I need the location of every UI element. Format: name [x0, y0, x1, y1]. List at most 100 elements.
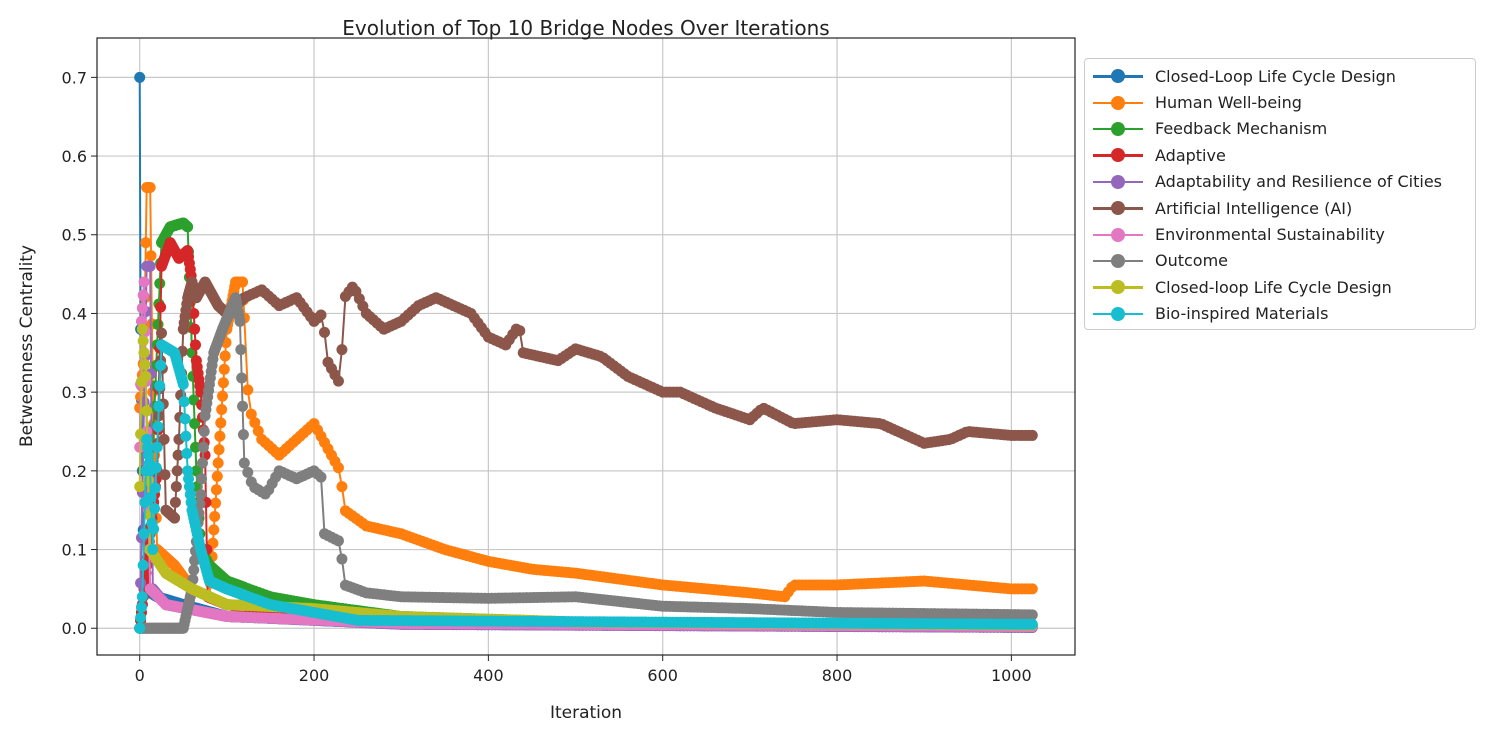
data-point: [134, 622, 146, 634]
legend-item: Environmental Sustainability: [1085, 221, 1475, 247]
legend-item: Adaptive: [1085, 142, 1475, 168]
data-point: [195, 488, 207, 500]
data-point: [212, 457, 224, 469]
data-point: [196, 473, 208, 485]
data-point: [1026, 609, 1038, 621]
data-point: [332, 462, 344, 474]
legend-marker-icon: [1093, 121, 1143, 136]
data-point: [315, 471, 327, 483]
data-point: [156, 327, 168, 339]
data-point: [136, 323, 148, 335]
series-layer: [134, 71, 1038, 634]
data-point: [208, 524, 220, 536]
data-point: [169, 512, 181, 524]
data-point: [149, 482, 161, 494]
data-point: [149, 503, 161, 515]
data-point: [236, 372, 248, 384]
data-point: [237, 429, 249, 441]
x-tick-label: 0: [135, 666, 145, 685]
data-point: [238, 457, 250, 469]
data-point: [182, 221, 194, 233]
data-point: [140, 237, 152, 249]
data-point: [137, 335, 149, 347]
data-point: [217, 390, 229, 402]
data-point: [141, 405, 153, 417]
data-point: [1026, 429, 1038, 441]
data-point: [219, 350, 231, 362]
legend-item: Outcome: [1085, 248, 1475, 274]
data-point: [211, 470, 223, 482]
data-point: [147, 544, 159, 556]
legend-item: Feedback Mechanism: [1085, 116, 1475, 142]
legend-marker-icon: [1093, 69, 1143, 84]
legend-item: Adaptability and Resilience of Cities: [1085, 169, 1475, 195]
legend-label: Human Well-being: [1155, 93, 1302, 113]
x-tick-label: 200: [299, 666, 330, 685]
legend-item: Closed-loop Life Cycle Design: [1085, 274, 1475, 300]
data-point: [210, 484, 222, 496]
data-point: [171, 465, 183, 477]
legend: Closed-Loop Life Cycle Design Human Well-…: [1084, 58, 1476, 330]
legend-label: Artificial Intelligence (AI): [1155, 198, 1353, 218]
data-point: [153, 400, 165, 412]
data-point: [152, 421, 164, 433]
data-point: [210, 497, 222, 509]
data-point: [179, 413, 191, 425]
data-point: [332, 535, 344, 547]
legend-marker-icon: [1093, 95, 1143, 110]
data-point: [137, 559, 149, 571]
data-point: [170, 481, 182, 493]
data-point: [336, 344, 348, 356]
legend-item: Artificial Intelligence (AI): [1085, 195, 1475, 221]
data-point: [209, 510, 221, 522]
legend-label: Closed-loop Life Cycle Design: [1155, 277, 1392, 297]
legend-marker-icon: [1093, 227, 1143, 242]
data-point: [245, 408, 257, 420]
data-point: [139, 359, 151, 371]
data-point: [252, 425, 264, 437]
legend-marker-icon: [1093, 201, 1143, 216]
data-point: [145, 250, 157, 262]
data-point: [514, 325, 526, 337]
legend-label: Outcome: [1155, 251, 1229, 271]
data-point: [134, 71, 146, 83]
plot-frame: [96, 37, 1076, 656]
data-point: [218, 363, 230, 375]
data-point: [150, 462, 162, 474]
data-point: [315, 309, 327, 321]
data-point: [144, 260, 156, 272]
y-axis-label: Betweenness Centrality: [17, 245, 37, 447]
data-point: [154, 278, 166, 290]
data-point: [237, 276, 249, 288]
data-point: [155, 301, 167, 313]
grid: [97, 38, 1075, 655]
data-point: [197, 441, 209, 453]
legend-marker-icon: [1093, 306, 1143, 321]
data-point: [189, 339, 201, 351]
data-point: [1026, 583, 1038, 595]
data-point: [135, 601, 147, 613]
chart-title: Evolution of Top 10 Bridge Nodes Over It…: [342, 16, 829, 40]
data-point: [1026, 618, 1038, 630]
legend-marker-icon: [1093, 280, 1143, 295]
x-tick-label: 800: [822, 666, 853, 685]
data-point: [332, 375, 344, 387]
legend-item: Human Well-being: [1085, 89, 1475, 115]
data-point: [137, 289, 149, 301]
data-point: [136, 591, 148, 603]
x-axis-label: Iteration: [550, 703, 622, 723]
x-tick-label: 1000: [991, 666, 1032, 685]
data-point: [155, 359, 167, 371]
data-point: [178, 396, 190, 408]
data-point: [138, 528, 150, 540]
y-tick-label: 0.5: [62, 226, 87, 245]
y-tick-label: 0.0: [62, 619, 87, 638]
data-point: [135, 612, 147, 624]
legend-label: Bio-inspired Materials: [1155, 304, 1329, 324]
data-point: [213, 444, 225, 456]
y-tick-label: 0.6: [62, 147, 87, 166]
y-tick-label: 0.3: [62, 383, 87, 402]
data-point: [177, 378, 189, 390]
legend-label: Closed-Loop Life Cycle Design: [1155, 66, 1396, 86]
